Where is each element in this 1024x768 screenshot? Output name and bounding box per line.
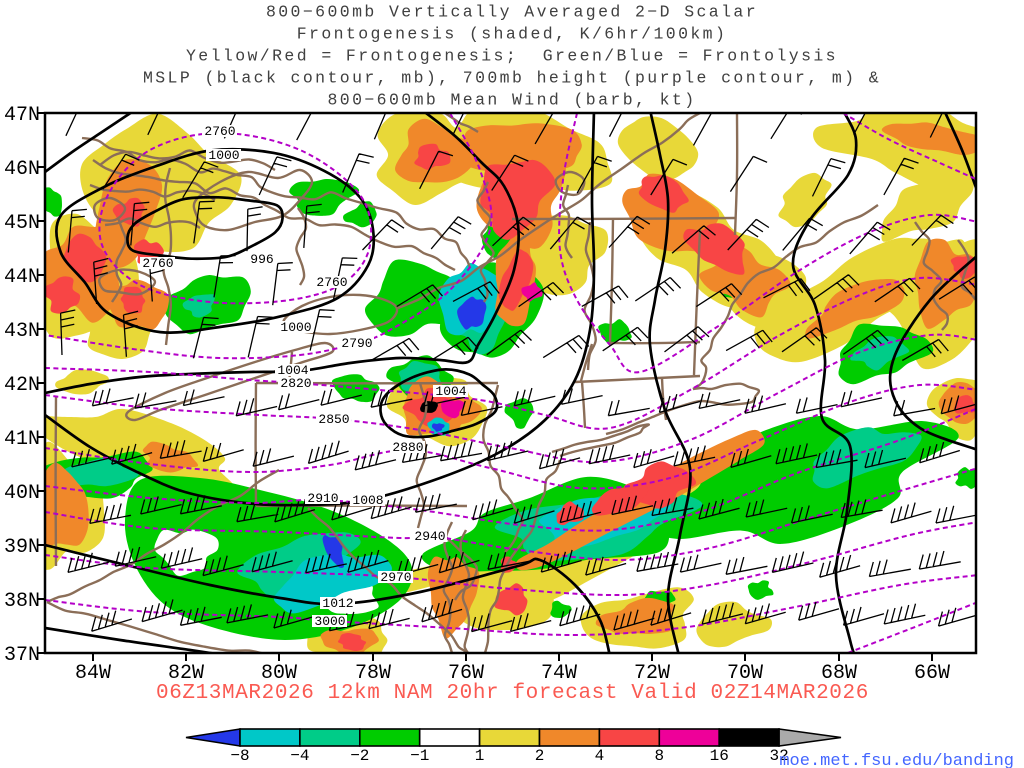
svg-text:46N: 46N bbox=[4, 158, 40, 181]
svg-text:2820: 2820 bbox=[280, 376, 311, 391]
svg-text:44N: 44N bbox=[4, 266, 40, 289]
svg-text:moe.met.fsu.edu/banding: moe.met.fsu.edu/banding bbox=[779, 752, 1014, 768]
svg-text:70W: 70W bbox=[727, 662, 763, 685]
svg-text:47N: 47N bbox=[4, 104, 40, 127]
svg-text:2790: 2790 bbox=[341, 336, 372, 351]
svg-text:1000: 1000 bbox=[208, 148, 239, 163]
svg-text:2940: 2940 bbox=[414, 529, 445, 544]
svg-text:76W: 76W bbox=[448, 662, 484, 685]
svg-text:78W: 78W bbox=[355, 662, 391, 685]
svg-text:1000: 1000 bbox=[280, 320, 311, 335]
svg-text:84W: 84W bbox=[75, 662, 111, 685]
svg-text:996: 996 bbox=[250, 252, 273, 267]
svg-text:1004: 1004 bbox=[277, 363, 308, 378]
svg-text:3000: 3000 bbox=[314, 614, 345, 629]
svg-text:−1: −1 bbox=[410, 747, 429, 765]
svg-text:66W: 66W bbox=[914, 662, 950, 685]
svg-text:41N: 41N bbox=[4, 428, 40, 451]
svg-text:1004: 1004 bbox=[435, 384, 466, 399]
svg-text:−8: −8 bbox=[230, 747, 249, 765]
svg-text:42N: 42N bbox=[4, 374, 40, 397]
svg-text:MSLP (black contour, mb), 700m: MSLP (black contour, mb), 700mb height (… bbox=[143, 69, 881, 88]
svg-text:39N: 39N bbox=[4, 536, 40, 559]
svg-text:−2: −2 bbox=[350, 747, 369, 765]
svg-text:68W: 68W bbox=[821, 662, 857, 685]
svg-text:2760: 2760 bbox=[204, 124, 235, 139]
svg-text:16: 16 bbox=[710, 747, 729, 765]
svg-text:Yellow/Red = Frontogenesis; G: Yellow/Red = Frontogenesis; Green/Blue =… bbox=[186, 47, 838, 66]
svg-text:32: 32 bbox=[769, 747, 788, 765]
svg-text:40N: 40N bbox=[4, 482, 40, 505]
svg-text:45N: 45N bbox=[4, 212, 40, 235]
svg-text:1012: 1012 bbox=[322, 596, 353, 611]
svg-text:06Z13MAR2026 12km NAM 20hr for: 06Z13MAR2026 12km NAM 20hr forecast Vali… bbox=[156, 682, 869, 705]
svg-text:Frontogenesis (shaded, K/6hr/1: Frontogenesis (shaded, K/6hr/100km) bbox=[297, 25, 728, 44]
svg-text:2910: 2910 bbox=[307, 491, 338, 506]
svg-text:2880: 2880 bbox=[392, 440, 423, 455]
svg-text:800−600mb Vertically Averaged: 800−600mb Vertically Averaged 2−D Scalar bbox=[266, 3, 758, 22]
svg-text:74W: 74W bbox=[541, 662, 577, 685]
svg-text:80W: 80W bbox=[261, 662, 297, 685]
svg-text:38N: 38N bbox=[4, 590, 40, 613]
svg-text:−4: −4 bbox=[290, 747, 309, 765]
svg-text:4: 4 bbox=[595, 747, 605, 765]
svg-text:800−600mb Mean Wind (barb, kt): 800−600mb Mean Wind (barb, kt) bbox=[327, 91, 696, 110]
svg-text:1: 1 bbox=[475, 747, 485, 765]
svg-text:72W: 72W bbox=[634, 662, 670, 685]
svg-text:2: 2 bbox=[535, 747, 545, 765]
svg-text:82W: 82W bbox=[168, 662, 204, 685]
svg-text:2850: 2850 bbox=[318, 412, 349, 427]
svg-text:2970: 2970 bbox=[380, 570, 411, 585]
svg-text:1008: 1008 bbox=[352, 493, 383, 508]
svg-text:2760: 2760 bbox=[316, 275, 347, 290]
svg-text:2760: 2760 bbox=[142, 256, 173, 271]
svg-text:8: 8 bbox=[654, 747, 664, 765]
svg-text:43N: 43N bbox=[4, 320, 40, 343]
svg-text:37N: 37N bbox=[4, 644, 40, 667]
